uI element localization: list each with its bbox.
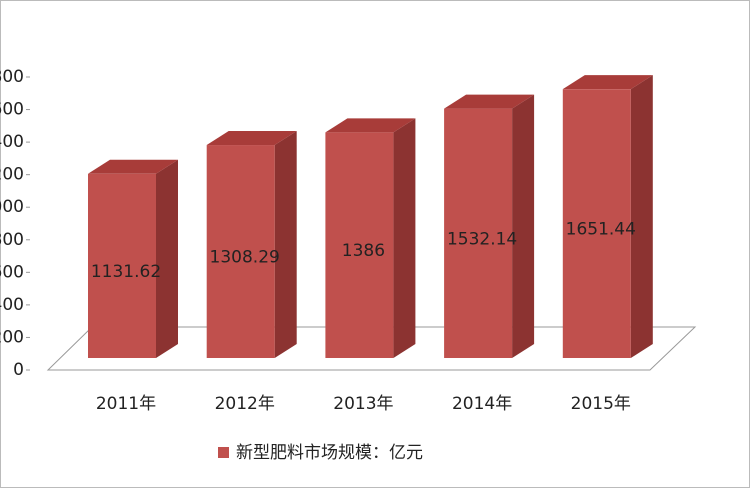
- x-tick-label: 2012年: [215, 394, 275, 414]
- data-label: 1308.29: [210, 248, 280, 268]
- bar-side: [393, 118, 416, 358]
- y-tick-label: 1400: [0, 132, 24, 152]
- y-tick-label: 1200: [0, 165, 24, 185]
- y-tick-label: 0: [13, 360, 24, 380]
- data-label: 1386: [342, 241, 385, 261]
- x-tick-label: 2015年: [571, 394, 631, 414]
- data-label: 1532.14: [447, 229, 517, 249]
- x-tick-label: 2014年: [452, 394, 512, 414]
- y-tick-label: 1600: [0, 100, 24, 120]
- bar-top: [88, 159, 178, 174]
- legend-swatch: [218, 447, 229, 458]
- y-tick-label: 600: [0, 262, 24, 282]
- legend-label: 新型肥料市场规模：亿元: [236, 443, 423, 463]
- bar-top: [444, 94, 535, 109]
- bar: [325, 132, 394, 358]
- y-tick-label: 400: [0, 295, 24, 315]
- bar-side: [512, 94, 535, 358]
- bar: [444, 108, 513, 358]
- y-tick-label: 1000: [0, 197, 24, 217]
- bar-side: [156, 159, 178, 358]
- bar: [206, 145, 275, 358]
- bar-side: [630, 75, 653, 359]
- bar: [88, 173, 156, 358]
- y-tick-label: 200: [0, 327, 24, 347]
- bar-top: [206, 131, 297, 146]
- bar-top: [325, 118, 416, 133]
- y-tick-label: 1800: [0, 67, 24, 87]
- x-tick-label: 2013年: [333, 394, 393, 414]
- bar: [562, 89, 631, 359]
- bar-side: [274, 131, 297, 358]
- x-tick-label: 2011年: [96, 394, 156, 414]
- y-tick-label: 800: [0, 230, 24, 250]
- data-label: 1131.62: [91, 262, 161, 282]
- data-label: 1651.44: [566, 220, 636, 240]
- bar-top: [562, 75, 653, 90]
